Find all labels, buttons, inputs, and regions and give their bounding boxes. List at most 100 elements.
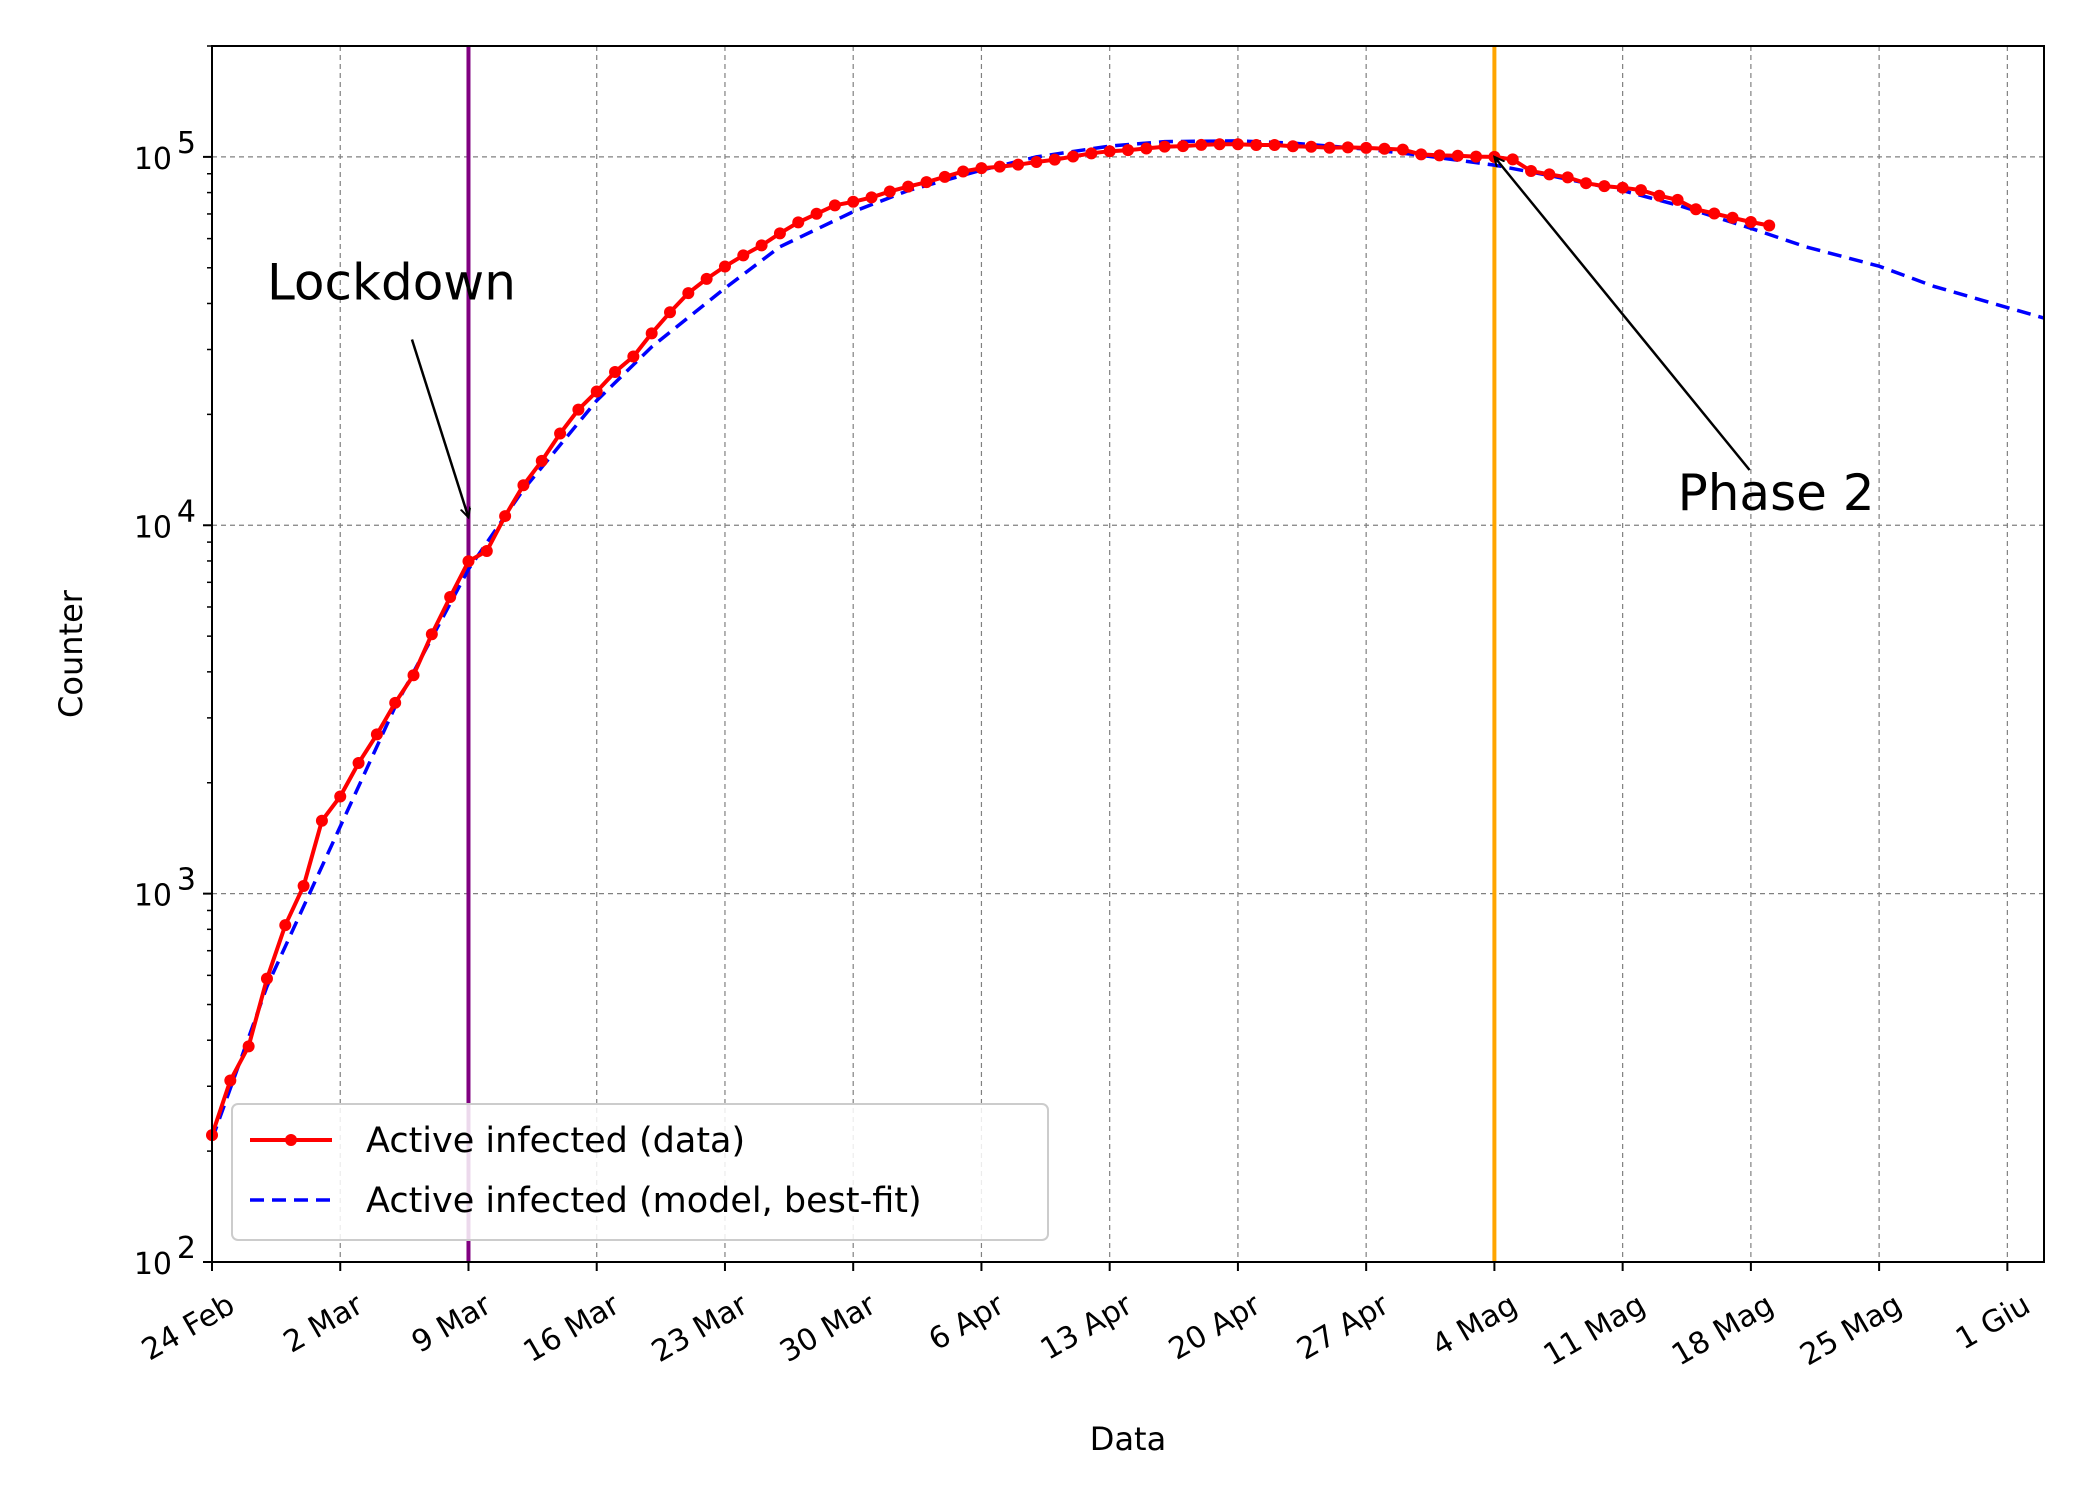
data-point [883,185,896,198]
data-point [1323,141,1336,154]
data-point [1012,158,1025,171]
legend-swatch-marker [285,1134,297,1146]
data-point [389,696,402,709]
data-point [1634,184,1647,197]
data-point [847,195,860,208]
plot-series [206,138,2045,1142]
data-point [1140,142,1153,155]
annotation-label: Lockdown [267,254,516,312]
data-point [902,180,915,193]
data-point [1525,165,1538,178]
legend: Active infected (data) Active infected (m… [231,1103,1049,1241]
data-point [1158,140,1171,153]
data-point [1561,171,1574,184]
legend-box [231,1103,1049,1241]
data-point [425,628,438,641]
data-point [1268,139,1281,152]
data-point [1451,149,1464,162]
y-tick-label: 10 [134,510,172,545]
data-point [1598,180,1611,193]
data-point [1653,189,1666,202]
data-point [1231,138,1244,151]
data-point [279,919,292,932]
data-point [352,756,365,769]
data-point [242,1040,255,1053]
data-point [1030,155,1043,168]
data-point [737,249,750,262]
data-point [957,165,970,178]
data-point [1616,181,1629,194]
annotation-arrow [1494,157,1751,471]
annotation-label: Phase 2 [1678,464,1875,522]
data-point [1506,153,1519,166]
data-point [1726,211,1739,224]
y-axis-title: Counter [52,589,90,718]
data-point [315,814,328,827]
data-point [1085,147,1098,160]
legend-entry-label: Active infected (data) [366,1121,745,1161]
data-point [1360,141,1373,154]
data-point [462,555,475,568]
data-point [1195,138,1208,151]
data-point [1378,142,1391,155]
data-point [590,385,603,398]
data-point [1763,219,1776,232]
data-point [792,216,805,229]
event-lines [466,46,1497,1262]
data-point [1341,141,1354,154]
data-point [297,879,310,892]
data-point [1543,168,1556,181]
data-point [865,191,878,204]
y-tick-label: 10 [134,879,172,914]
data-point [1305,140,1318,153]
y-tick-exponent: 4 [177,494,196,529]
data-point [224,1074,237,1087]
data-point [499,510,512,523]
data-point [517,479,530,492]
legend-entry-label: Active infected (model, best-fit) [366,1181,922,1221]
data-point [664,306,676,319]
data-point [535,454,548,467]
data-point [260,972,273,985]
annotations: Lockdown Phase 2 [267,157,1875,522]
data-point [334,790,347,803]
data-point [1213,138,1226,151]
x-axis-title: Data [1090,1420,1166,1458]
annotation-arrow [410,339,469,518]
data-point [1470,150,1483,163]
data-point [370,728,383,741]
data-point [645,327,658,340]
data-point [407,669,420,682]
data-point [444,590,457,603]
data-point [1067,150,1080,163]
data-point [755,239,768,252]
data-point [1433,149,1446,162]
data-point [828,199,841,212]
data-point [480,544,493,557]
data-point [810,207,823,220]
data-point [975,162,988,175]
y-tick-exponent: 5 [177,126,196,161]
data-point [1286,140,1299,153]
data-point [1396,143,1409,156]
data-point [1415,148,1428,161]
grid [211,46,2044,1263]
data-point [700,272,713,285]
plot-frame [211,45,2045,1263]
data-point [920,176,933,189]
y-tick-label: 10 [134,1247,172,1282]
y-tick-exponent: 3 [177,863,196,898]
data-point [1689,203,1702,216]
data-point [554,427,567,440]
data-point [572,403,585,416]
data-point [1250,139,1263,152]
data-point [1103,145,1116,158]
data-point [1580,177,1592,190]
y-tick-label: 10 [134,142,172,177]
data-point [1671,193,1684,206]
data-point [1708,207,1721,220]
data-point [773,227,786,240]
y-tick-exponent: 2 [177,1231,196,1266]
